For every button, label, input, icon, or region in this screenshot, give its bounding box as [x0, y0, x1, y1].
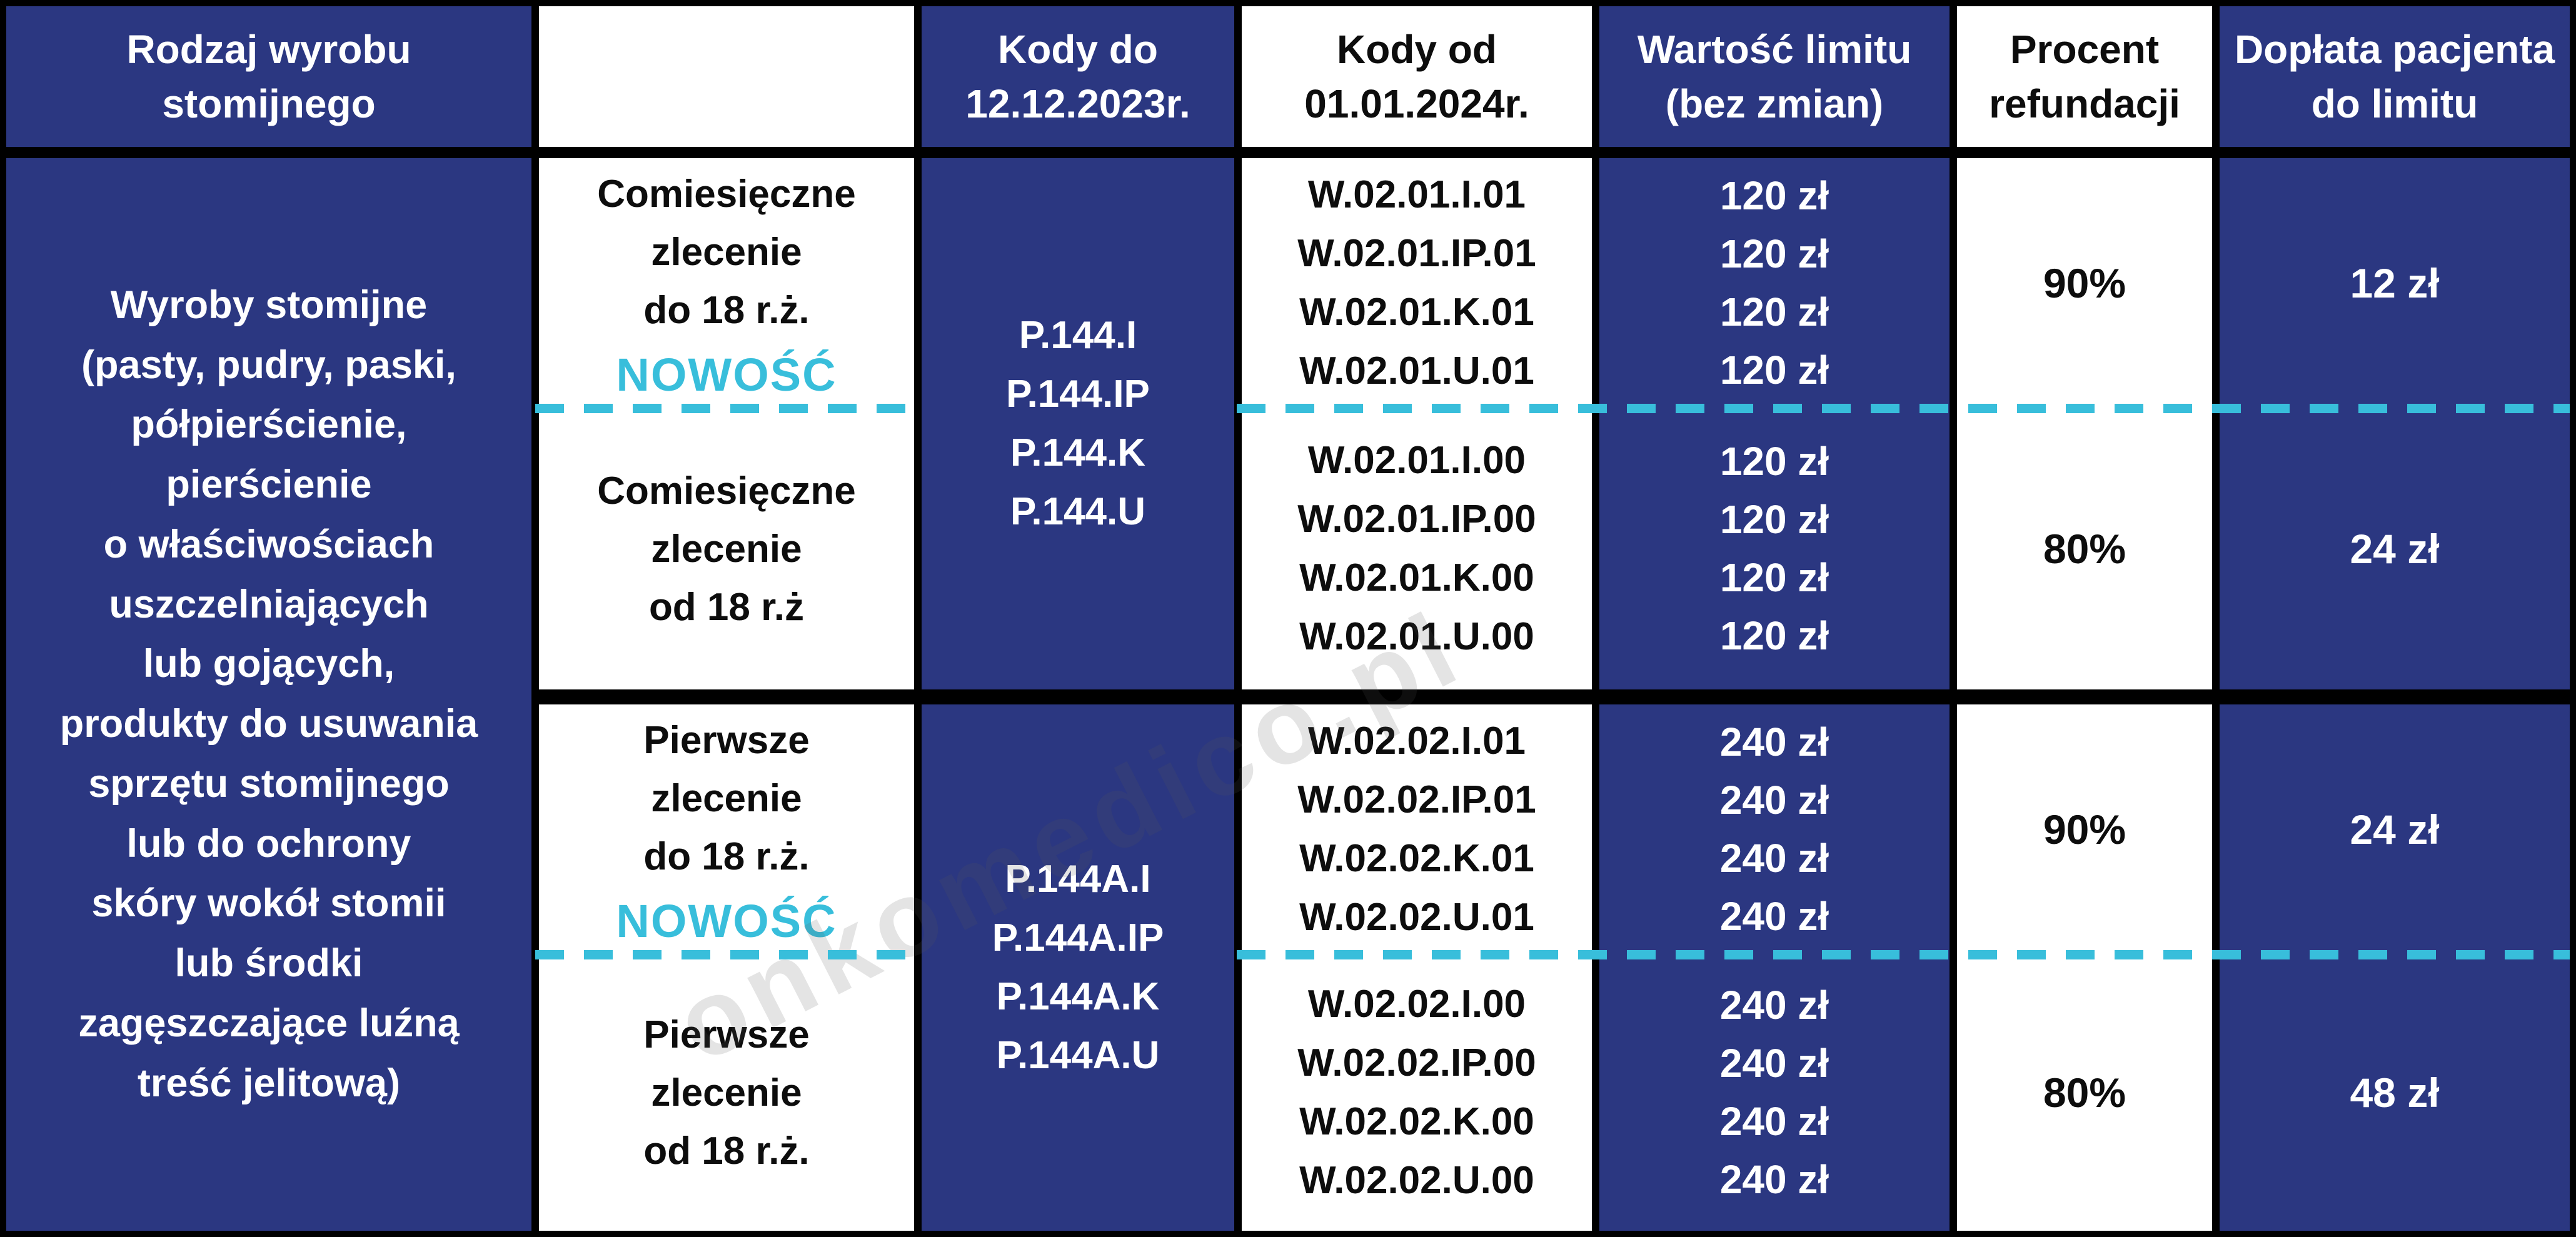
- old-codes-cell-p144a: P.144A.I P.144A.IP P.144A.K P.144A.U: [922, 704, 1234, 1231]
- product-description-cell: Wyroby stomijne (pasty, pudry, paski, pó…: [6, 158, 531, 1231]
- refund-percent-cell: 90%: [1957, 158, 2212, 408]
- limit-values-cell: 240 zł 240 zł 240 zł 240 zł: [1599, 954, 1950, 1231]
- new-codes-cell: W.02.02.I.00 W.02.02.IP.00 W.02.02.K.00 …: [1242, 954, 1592, 1231]
- order-type-cell-monthly-over18: Comiesięczne zlecenie od 18 r.ż: [539, 408, 914, 689]
- limit-values-cell: 120 zł 120 zł 120 zł 120 zł: [1599, 158, 1950, 408]
- refund-percent-cell: 80%: [1957, 408, 2212, 689]
- header-limit-value: Wartość limitu (bez zmian): [1599, 6, 1950, 147]
- header-codes-until: Kody do 12.12.2023r.: [922, 6, 1234, 147]
- copay-cell: 24 zł: [2220, 704, 2570, 954]
- limit-values-cell: 240 zł 240 zł 240 zł 240 zł: [1599, 704, 1950, 954]
- new-codes-cell: W.02.01.I.00 W.02.01.IP.00 W.02.01.K.00 …: [1242, 408, 1592, 689]
- copay-cell: 24 zł: [2220, 408, 2570, 689]
- order-type-text: Pierwsze zlecenie do 18 r.ż.: [643, 719, 810, 878]
- new-badge: NOWOŚĆ: [616, 349, 837, 401]
- order-type-cell-first-over18: Pierwsze zlecenie od 18 r.ż.: [539, 954, 914, 1231]
- order-type-text: Comiesięczne zlecenie do 18 r.ż.: [597, 173, 856, 332]
- header-product-type: Rodzaj wyrobu stomijnego: [6, 6, 531, 147]
- new-codes-cell: W.02.02.I.01 W.02.02.IP.01 W.02.02.K.01 …: [1242, 704, 1592, 954]
- order-type-text: Pierwsze zlecenie od 18 r.ż.: [643, 1013, 810, 1173]
- new-badge: NOWOŚĆ: [616, 895, 837, 947]
- header-order-type-empty: [539, 6, 914, 147]
- header-patient-copay: Dopłata pacjenta do limitu: [2220, 6, 2570, 147]
- copay-cell: 12 zł: [2220, 158, 2570, 408]
- header-codes-from: Kody od 01.01.2024r.: [1242, 6, 1592, 147]
- order-type-cell-monthly-under18: Comiesięczne zlecenie do 18 r.ż. NOWOŚĆ: [539, 158, 914, 408]
- order-type-text: Comiesięczne zlecenie od 18 r.ż: [597, 469, 856, 629]
- order-type-cell-first-under18: Pierwsze zlecenie do 18 r.ż. NOWOŚĆ: [539, 704, 914, 954]
- new-codes-cell: W.02.01.I.01 W.02.01.IP.01 W.02.01.K.01 …: [1242, 158, 1592, 408]
- old-codes-cell-p144: P.144.I P.144.IP P.144.K P.144.U: [922, 158, 1234, 689]
- refund-percent-cell: 90%: [1957, 704, 2212, 954]
- copay-cell: 48 zł: [2220, 954, 2570, 1231]
- header-refund-percent: Procent refundacji: [1957, 6, 2212, 147]
- refund-percent-cell: 80%: [1957, 954, 2212, 1231]
- limit-values-cell: 120 zł 120 zł 120 zł 120 zł: [1599, 408, 1950, 689]
